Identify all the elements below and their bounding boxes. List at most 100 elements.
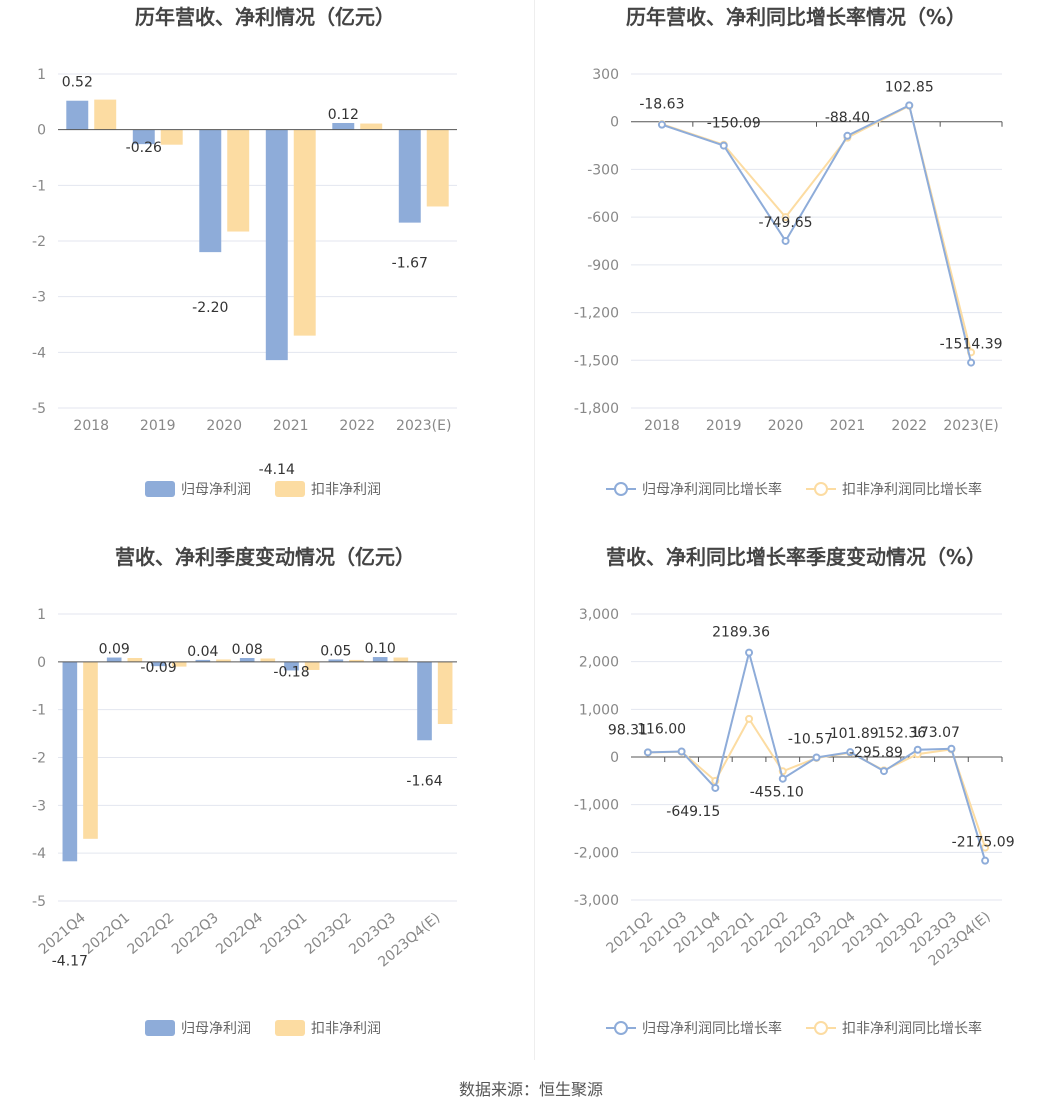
bar-parent-net-profit (66, 100, 89, 130)
x-tick-label: 2022 (339, 418, 375, 434)
x-tick-label: 2023(E) (943, 418, 998, 434)
bar-parent-net-profit (106, 657, 122, 662)
y-tick-label: -1 (32, 178, 46, 194)
y-tick-label: 0 (610, 115, 619, 131)
data-label: 2189.36 (712, 625, 770, 641)
y-tick-label: -3,000 (574, 893, 619, 909)
chart-title: 营收、净利同比增长率季度变动情况（%） (606, 545, 986, 569)
point-parent-growth (711, 783, 720, 792)
data-label: -0.26 (126, 140, 162, 156)
point-parent-growth (643, 748, 652, 757)
point-parent-growth (947, 744, 956, 753)
bar-deducted-net-profit (393, 657, 409, 662)
legend-marker-2 (814, 482, 828, 496)
quarterly-growth-chart: 营收、净利同比增长率季度变动情况（%） 3,000 2,000 1,000 0 -1,00… (531, 540, 1062, 1080)
data-label: 0.09 (99, 642, 130, 658)
y-tick-label: -1,000 (574, 798, 619, 814)
bar-deducted-net-profit (227, 129, 250, 232)
data-label: 0.05 (320, 643, 351, 659)
bar-parent-net-profit (132, 129, 155, 145)
point-parent-growth (843, 131, 852, 140)
quarterly-growth-svg: 营收、净利同比增长率季度变动情况（%） 3,000 2,000 1,000 0 -1,00… (574, 545, 1015, 1037)
x-tick-label: 2023Q2 (302, 910, 355, 958)
x-tick-label: 2021Q4 (36, 910, 89, 958)
x-tick-label: 2022Q3 (169, 910, 222, 958)
y-tick-label: -1 (32, 703, 46, 719)
y-tick-label: 3,000 (579, 607, 619, 623)
point-parent-growth (745, 648, 754, 657)
bar-deducted-net-profit (426, 129, 449, 207)
bar-parent-net-profit (195, 659, 211, 662)
line-deducted-growth (661, 104, 973, 353)
bar-parent-net-profit (328, 659, 344, 662)
point-parent-growth (981, 856, 990, 865)
data-label: 152.36 (877, 726, 926, 742)
data-label: -4.14 (259, 462, 295, 478)
legend-swatch-2 (275, 481, 305, 497)
point-parent-growth (719, 141, 728, 150)
y-tick-label: -900 (587, 258, 619, 274)
y-tick-label: -3 (32, 798, 46, 814)
data-label: -0.09 (140, 660, 176, 676)
x-tick-label: 2022Q1 (80, 910, 133, 958)
y-tick-label: 1,000 (579, 702, 619, 718)
bar-deducted-net-profit (160, 129, 183, 145)
bar-deducted-net-profit (94, 99, 117, 130)
quarterly-profit-svg: 营收、净利季度变动情况（亿元）10-1-2-3-4-52021Q42022Q12… (32, 545, 457, 1037)
bar-deducted-net-profit (304, 661, 320, 670)
y-tick-label: 2,000 (579, 655, 619, 671)
y-tick-label: -2 (32, 751, 46, 767)
chart-title: 历年营收、净利情况（亿元） (135, 5, 395, 29)
chart-title: 历年营收、净利同比增长率情况（%） (626, 5, 966, 29)
point-parent-growth (657, 120, 666, 129)
y-tick-label: -3 (32, 290, 46, 306)
bar-parent-net-profit (199, 129, 222, 253)
x-tick-label: 2023Q1 (258, 910, 311, 958)
data-label: -649.15 (666, 804, 720, 820)
bar-parent-net-profit (332, 122, 355, 130)
bar-deducted-net-profit (171, 661, 187, 667)
y-tick-label: -5 (32, 401, 46, 417)
y-tick-label: 0 (37, 123, 46, 139)
x-tick-label: 2023(E) (396, 418, 451, 434)
data-label: 102.85 (885, 79, 934, 95)
quarterly-profit-chart: 营收、净利季度变动情况（亿元） 1 0 -1 -2 -3 -4 -5 2021Q4 2022Q1 2… (0, 540, 531, 1080)
data-label: -455.10 (750, 785, 804, 801)
line-parent-growth (661, 103, 973, 363)
data-label: -4.17 (52, 953, 88, 969)
y-tick-label: -4 (32, 345, 46, 361)
point-deducted-growth (781, 213, 790, 222)
bar-parent-net-profit (417, 661, 432, 741)
data-label: -1.64 (406, 773, 442, 789)
legend-marker-1 (614, 1021, 628, 1035)
point-parent-growth (778, 774, 787, 783)
point-parent-growth (913, 745, 922, 754)
panel-divider (534, 0, 535, 1060)
y-tick-label: 1 (37, 67, 46, 83)
legend-label-1: 归母净利润 (181, 481, 251, 498)
chart-title: 营收、净利季度变动情况（亿元） (115, 545, 415, 569)
bar-parent-net-profit (151, 661, 166, 667)
y-tick-label: -1,500 (574, 353, 619, 369)
legend-label-2: 扣非净利润同比增长率 (842, 1020, 982, 1037)
bar-deducted-net-profit (349, 659, 364, 662)
annual-profit-svg: 历年营收、净利情况（亿元） 1 0 -1 -2 -3 -4 -5 2018 2019 2020 202… (32, 5, 457, 498)
bar-deducted-net-profit (83, 661, 98, 839)
y-tick-label: -2 (32, 234, 46, 250)
data-label: -18.63 (639, 97, 684, 113)
data-label: -150.09 (707, 116, 761, 132)
data-source: 数据来源：恒生聚源 (458, 1080, 603, 1099)
bar-deducted-net-profit (216, 659, 231, 662)
data-label: 0.12 (328, 107, 359, 123)
data-label: 101.89 (830, 726, 879, 742)
y-tick-label: -300 (587, 162, 619, 178)
data-label: -2.20 (192, 300, 228, 316)
data-label: 0.52 (62, 75, 93, 91)
annual-growth-svg: 历年营收、净利同比增长率情况（%） 300 0 -300 -600 -900 -1,200 -… (574, 5, 1003, 498)
bar-deducted-net-profit (293, 129, 316, 336)
y-tick-label: -4 (32, 846, 46, 862)
x-tick-label: 2018 (73, 418, 109, 434)
x-tick-label: 2022 (891, 418, 927, 434)
bar-deducted-net-profit (260, 658, 276, 662)
legend-marker-1 (614, 482, 628, 496)
